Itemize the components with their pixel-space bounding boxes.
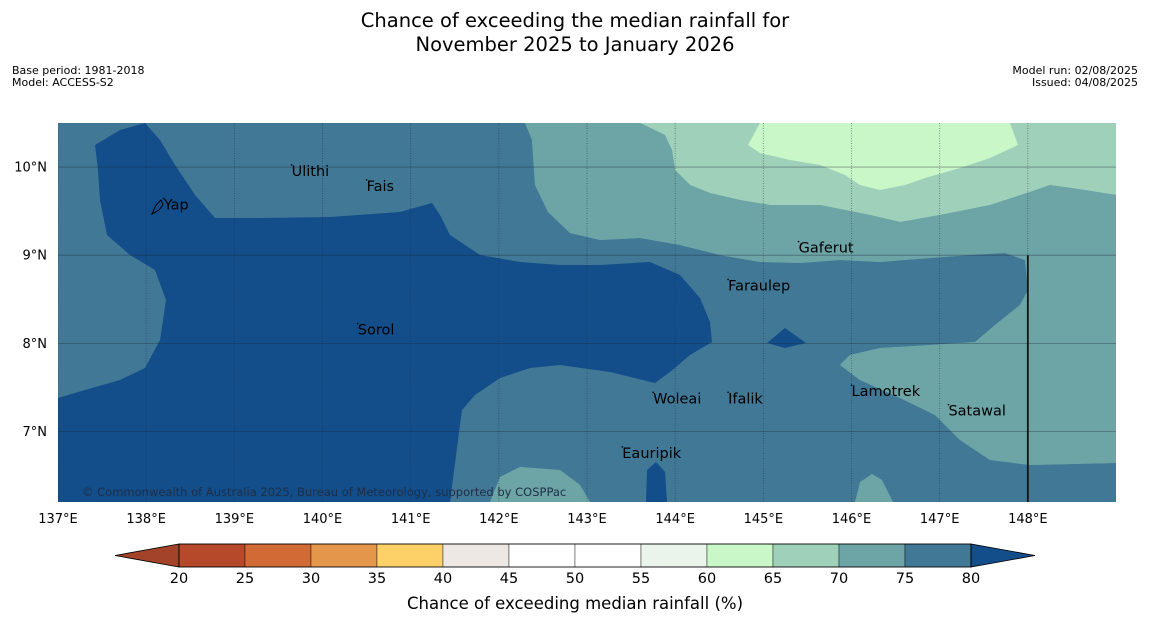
colorbar-bin [508, 543, 576, 568]
place-marker [163, 197, 165, 200]
place-marker [290, 164, 293, 166]
lon-tick-label: 141°E [391, 512, 431, 527]
lon-tick-label: 142°E [479, 512, 519, 527]
colorbar-tick-label: 25 [236, 571, 254, 587]
place-marker [652, 391, 654, 394]
colorbar-bin [772, 543, 840, 568]
contour-75-80 [58, 123, 712, 502]
issued-text: Issued: 04/08/2025 [1031, 76, 1138, 89]
lon-tick-label: 144°E [655, 512, 695, 527]
base-info: Base period: 1981-2018 Model: ACCESS-S2 [12, 65, 144, 89]
place-label-ifalik: Ifalik [728, 391, 763, 407]
colorbar-tick-label: 50 [566, 571, 584, 587]
contour-55-60-bottom-right [855, 474, 893, 502]
place-marker [947, 403, 950, 406]
colorbar-tick-label: 35 [368, 571, 386, 587]
title-line-1: Chance of exceeding the median rainfall … [360, 9, 790, 32]
colorbar-tick-label: 80 [962, 571, 980, 587]
contour-layer [58, 123, 1116, 502]
contour-55-60-bottom [490, 467, 590, 502]
model-run-text: Model run: 02/08/2025 [1012, 64, 1138, 77]
colorbar-tick-label: 60 [698, 571, 716, 587]
longitude-ticks: 137°E 138°E 139°E 140°E 141°E 142°E 143°E 144°E… [38, 512, 1047, 527]
latitude-ticks: 10°N 9°N 8°N 7°N [14, 161, 47, 440]
graticule [58, 123, 1116, 502]
colorbar-tick-label: 40 [434, 571, 452, 587]
lat-tick-label: 7°N [23, 425, 48, 440]
colorbar-frame [178, 543, 972, 568]
lon-tick-label: 138°E [126, 512, 166, 527]
contour-75-80-blob-south [646, 462, 667, 502]
base-period-text: Base period: 1981-2018 [12, 64, 145, 77]
colorbar-bin [244, 543, 312, 568]
lon-tick-label: 143°E [567, 512, 607, 527]
contour-55-60-right [525, 123, 1116, 465]
place-marker [365, 179, 368, 181]
colorbar-label: Chance of exceeding median rainfall (%) [406, 594, 744, 613]
yap-island [150, 199, 164, 216]
contour-75-80-blob [767, 328, 806, 348]
place-label-lamotrek: Lamotrek [852, 384, 921, 400]
place-marker [727, 391, 729, 394]
colorbar-bin [310, 543, 378, 568]
lon-tick-label: 140°E [303, 512, 343, 527]
lat-tick-label: 8°N [23, 337, 48, 352]
colorbar-bin [706, 543, 774, 568]
copyright-text: © Commonwealth of Australia 2025, Bureau… [82, 485, 566, 499]
colorbar-bin [442, 543, 510, 568]
colorbar-tick-label: 75 [896, 571, 914, 587]
contour-65-70 [748, 123, 1018, 190]
place-labels: Yap Ulithi Fais Gaferut Faraulep Sorol Lamotre… [163, 164, 1006, 462]
model-text: Model: ACCESS-S2 [12, 76, 114, 89]
place-marker [850, 384, 853, 387]
lon-tick-label: 146°E [832, 512, 872, 527]
colorbar-tick-label: 55 [632, 571, 650, 587]
place-marker [356, 322, 359, 325]
colorbar-tick-label: 45 [500, 571, 518, 587]
colorbar: 20 25 30 35 40 45 50 55 60 65 70 75 80 [114, 543, 1036, 587]
lon-tick-label: 148°E [1008, 512, 1048, 527]
run-info: Model run: 02/08/2025 Issued: 04/08/2025 [1012, 65, 1138, 89]
place-label-ulithi: Ulithi [292, 164, 330, 180]
title-line-2: November 2025 to January 2026 [415, 33, 735, 56]
place-label-woleai: Woleai [653, 391, 701, 407]
place-label-faraulep: Faraulep [728, 278, 790, 294]
lon-tick-label: 137°E [38, 512, 78, 527]
place-label-fais: Fais [367, 179, 394, 195]
place-label-yap: Yap [163, 197, 189, 213]
colorbar-bin [376, 543, 444, 568]
colorbar-bin [838, 543, 906, 568]
chart-title: Chance of exceeding the median rainfall … [0, 9, 1150, 57]
colorbar-over-arrow [970, 543, 1036, 568]
colorbar-tick-label: 30 [302, 571, 320, 587]
place-label-eauripik: Eauripik [622, 446, 681, 462]
colorbar-bin [904, 543, 972, 568]
lat-tick-label: 9°N [23, 249, 48, 264]
colorbar-bin [574, 543, 642, 568]
colorbar-tick-label: 20 [170, 571, 188, 587]
lon-tick-label: 139°E [215, 512, 255, 527]
place-marker [621, 446, 624, 448]
place-label-gaferut: Gaferut [799, 241, 854, 257]
place-label-satawal: Satawal [948, 404, 1005, 420]
colorbar-tick-label: 65 [764, 571, 782, 587]
lat-tick-label: 10°N [14, 161, 47, 176]
colorbar-tick-label: 70 [830, 571, 848, 587]
lon-tick-label: 145°E [744, 512, 784, 527]
colorbar-under-arrow [114, 543, 180, 568]
colorbar-bin [640, 543, 708, 568]
lon-tick-label: 147°E [920, 512, 960, 527]
colorbar-bin [178, 543, 246, 568]
place-marker [727, 278, 729, 281]
place-marker [797, 240, 800, 243]
place-label-sorol: Sorol [358, 323, 395, 339]
